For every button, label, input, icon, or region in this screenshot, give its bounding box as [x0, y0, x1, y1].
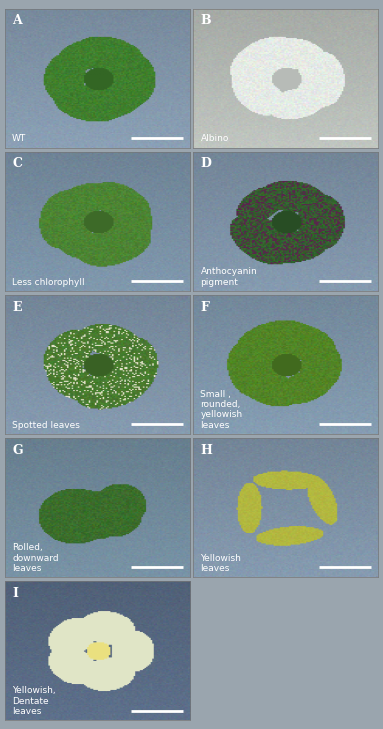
- Text: G: G: [12, 444, 23, 457]
- Text: Rolled,
downward
leaves: Rolled, downward leaves: [12, 543, 59, 573]
- Text: Anthocyanin
pigment: Anthocyanin pigment: [200, 267, 257, 286]
- Text: Small ,
rounded,
yellowish
leaves: Small , rounded, yellowish leaves: [200, 389, 242, 429]
- Text: I: I: [12, 587, 18, 600]
- Text: Less chlorophyll: Less chlorophyll: [12, 278, 85, 286]
- Text: B: B: [200, 15, 211, 27]
- Text: Yellowish
leaves: Yellowish leaves: [200, 553, 241, 573]
- Text: F: F: [200, 300, 210, 313]
- Text: C: C: [12, 157, 22, 171]
- Text: A: A: [12, 15, 22, 27]
- Text: Albino: Albino: [200, 134, 229, 144]
- Text: Yellowish,
Dentate
leaves: Yellowish, Dentate leaves: [12, 686, 56, 716]
- Text: WT: WT: [12, 134, 26, 144]
- Text: E: E: [12, 300, 21, 313]
- Text: D: D: [200, 157, 211, 171]
- Text: Spotted leaves: Spotted leaves: [12, 421, 80, 429]
- Text: H: H: [200, 444, 212, 457]
